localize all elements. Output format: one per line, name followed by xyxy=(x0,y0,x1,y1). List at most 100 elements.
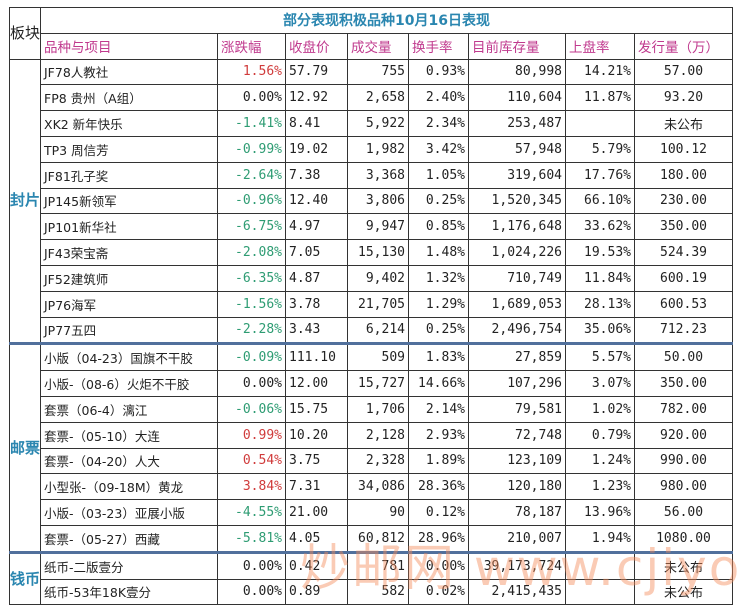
cell-listing-rate: 11.87% xyxy=(565,84,635,112)
section-label: 邮票 xyxy=(9,342,41,553)
column-header-listing-rate: 上盘率 xyxy=(565,32,635,60)
cell-volume: 755 xyxy=(347,58,409,86)
table-row: JF52建筑师 -6.35% 4.87 9,402 1.32% 710,749 11.84%… xyxy=(10,264,733,292)
cell-item: 纸币-53年18K壹分 xyxy=(40,578,218,606)
column-header-turnover: 换手率 xyxy=(408,32,469,60)
cell-stock: 27,859 xyxy=(468,342,566,372)
cell-listing-rate: 11.84% xyxy=(565,264,635,292)
cell-listing-rate: 33.62% xyxy=(565,213,635,241)
cell-volume: 509 xyxy=(347,342,409,372)
cell-issue: 93.20 xyxy=(634,84,733,112)
cell-change: -6.35% xyxy=(217,264,286,292)
cell-close: 12.00 xyxy=(285,370,348,397)
cell-listing-rate: 3.07% xyxy=(565,370,635,397)
cell-turnover: 0.85% xyxy=(408,213,469,241)
cell-volume: 781 xyxy=(347,550,409,580)
cell-volume: 60,812 xyxy=(347,524,409,553)
cell-close: 0.89 xyxy=(285,578,348,606)
cell-item: 套票-（05-27）西藏 xyxy=(40,524,218,553)
cell-listing-rate: 5.79% xyxy=(565,135,635,163)
table-row: 小型张-（09-18M）黄龙 3.84% 7.31 34,086 28.36% 120,1… xyxy=(10,473,733,501)
cell-volume: 21,705 xyxy=(347,290,409,318)
cell-issue: 未公布 xyxy=(634,550,733,580)
cell-item: JP145新领军 xyxy=(40,187,218,215)
cell-change: -4.55% xyxy=(217,499,286,526)
column-header-close: 收盘价 xyxy=(285,32,348,60)
cell-stock: 1,176,648 xyxy=(468,213,566,241)
cell-turnover: 1.89% xyxy=(408,447,469,475)
table-row: 钱币 纸币-二版壹分 0.00% 0.42 781 0.00% 39,173,724 未公布 xyxy=(9,550,733,606)
stock-performance-table: 板块 部分表现积极品种10月16日表现 品种与项目 涨跌幅 收盘价 成交量 换手率 目前库… xyxy=(9,7,733,606)
table-row: XK2 新年快乐 -1.41% 8.41 5,922 2.34% 253,487 未公布 xyxy=(10,110,733,137)
cell-listing-rate: 19.53% xyxy=(565,239,635,266)
cell-listing-rate xyxy=(565,550,635,580)
cell-item: JP77五四 xyxy=(40,316,218,345)
cell-close: 7.31 xyxy=(285,473,348,501)
cell-stock: 123,109 xyxy=(468,447,566,475)
cell-item: JF81孔子奖 xyxy=(40,161,218,189)
cell-close: 21.00 xyxy=(285,499,348,526)
cell-issue: 600.53 xyxy=(634,290,733,318)
table-row: JF43荣宝斋 -2.08% 7.05 15,130 1.48% 1,024,226 19.… xyxy=(10,239,733,266)
cell-issue: 1080.00 xyxy=(634,524,733,553)
cell-item: FP8 贵州（A组） xyxy=(40,84,218,112)
table-row: 套票（06-4）漓江 -0.06% 15.75 1,706 2.14% 79,581 1.0… xyxy=(10,395,733,423)
cell-turnover: 2.14% xyxy=(408,395,469,423)
cell-listing-rate: 13.96% xyxy=(565,499,635,526)
cell-volume: 2,128 xyxy=(347,421,409,449)
cell-item: JF78人教社 xyxy=(40,58,218,86)
cell-close: 19.02 xyxy=(285,135,348,163)
cell-close: 12.92 xyxy=(285,84,348,112)
cell-issue: 56.00 xyxy=(634,499,733,526)
cell-stock: 80,998 xyxy=(468,58,566,86)
cell-turnover: 2.40% xyxy=(408,84,469,112)
cell-item: 套票-（05-10）大连 xyxy=(40,421,218,449)
cell-turnover: 3.42% xyxy=(408,135,469,163)
cell-issue: 524.39 xyxy=(634,239,733,266)
cell-volume: 2,658 xyxy=(347,84,409,112)
cell-volume: 3,806 xyxy=(347,187,409,215)
cell-stock: 78,187 xyxy=(468,499,566,526)
cell-listing-rate: 5.57% xyxy=(565,342,635,372)
cell-close: 0.42 xyxy=(285,550,348,580)
cell-item: JF43荣宝斋 xyxy=(40,239,218,266)
column-header-issue: 发行量（万） xyxy=(634,32,733,60)
cell-change: -5.81% xyxy=(217,524,286,553)
cell-turnover: 28.96% xyxy=(408,524,469,553)
table-row: 邮票 小版（04-23）国旗不干胶 -0.09% 111.10 509 1.83% 27,8… xyxy=(9,342,733,553)
cell-change: 1.56% xyxy=(217,58,286,86)
cell-issue: 180.00 xyxy=(634,161,733,189)
cell-listing-rate: 66.10% xyxy=(565,187,635,215)
section-label: 钱币 xyxy=(9,550,41,606)
cell-close: 4.87 xyxy=(285,264,348,292)
cell-volume: 15,727 xyxy=(347,370,409,397)
section-label: 封片 xyxy=(9,58,41,345)
cell-turnover: 1.48% xyxy=(408,239,469,266)
cell-turnover: 28.36% xyxy=(408,473,469,501)
cell-turnover: 0.93% xyxy=(408,58,469,86)
cell-change: -0.06% xyxy=(217,395,286,423)
cell-item: 小版（04-23）国旗不干胶 xyxy=(40,342,218,372)
cell-volume: 3,368 xyxy=(347,161,409,189)
cell-stock: 1,520,345 xyxy=(468,187,566,215)
cell-close: 7.38 xyxy=(285,161,348,189)
cell-close: 10.20 xyxy=(285,421,348,449)
cell-volume: 1,982 xyxy=(347,135,409,163)
cell-volume: 15,130 xyxy=(347,239,409,266)
cell-stock: 57,948 xyxy=(468,135,566,163)
cell-issue: 350.00 xyxy=(634,213,733,241)
cell-change: 0.99% xyxy=(217,421,286,449)
cell-item: 套票（06-4）漓江 xyxy=(40,395,218,423)
cell-issue: 未公布 xyxy=(634,110,733,137)
cell-item: 小版-（03-23）亚展小版 xyxy=(40,499,218,526)
column-header-stock: 目前库存量 xyxy=(468,32,566,60)
cell-item: 小型张-（09-18M）黄龙 xyxy=(40,473,218,501)
cell-close: 4.05 xyxy=(285,524,348,553)
cell-turnover: 1.29% xyxy=(408,290,469,318)
table-row: FP8 贵州（A组） 0.00% 12.92 2,658 2.40% 110,604 11.… xyxy=(10,84,733,112)
cell-turnover: 1.32% xyxy=(408,264,469,292)
cell-issue: 未公布 xyxy=(634,578,733,606)
cell-change: -1.56% xyxy=(217,290,286,318)
table-row: JP76海军 -1.56% 3.78 21,705 1.29% 1,689,053 28.1… xyxy=(10,290,733,318)
cell-turnover: 2.34% xyxy=(408,110,469,137)
